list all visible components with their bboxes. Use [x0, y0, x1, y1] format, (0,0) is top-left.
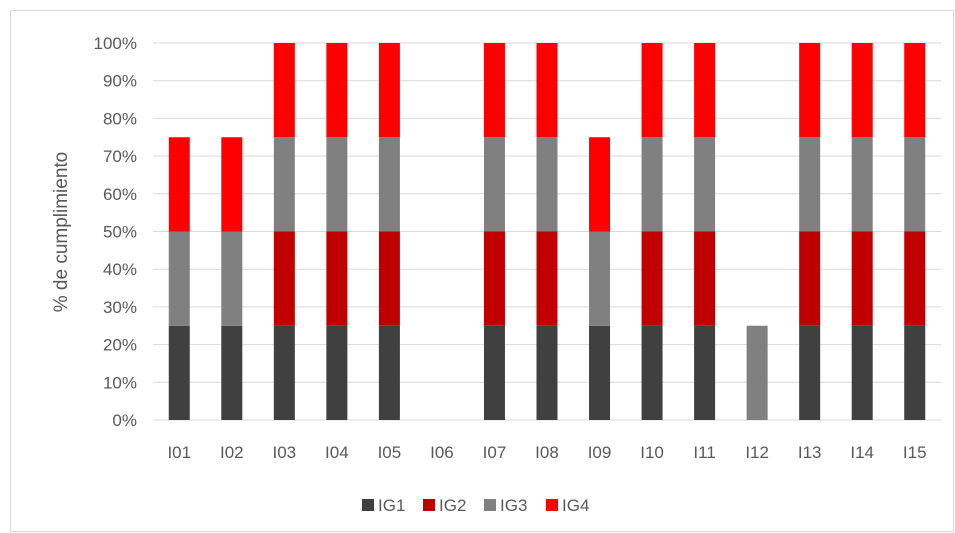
bar-segment-ig4: [589, 137, 611, 232]
y-axis-label: % de cumplimiento: [51, 152, 72, 313]
bar-segment-ig2: [483, 231, 505, 326]
bar-segment-ig4: [851, 43, 873, 138]
bar-segment-ig4: [378, 43, 400, 138]
y-tick-label: 40%: [103, 260, 137, 279]
bar-segment-ig1: [799, 325, 821, 420]
bar-segment-ig3: [799, 137, 821, 232]
legend-label-ig4: IG4: [562, 496, 589, 515]
bar-segment-ig4: [799, 43, 821, 138]
bar-segment-ig3: [904, 137, 926, 232]
bar-segment-ig3: [536, 137, 558, 232]
bar-segment-ig4: [483, 43, 505, 138]
bar-segment-ig2: [851, 231, 873, 326]
legend-swatch-ig4: [546, 499, 558, 511]
bar-segment-ig4: [168, 137, 190, 232]
bar-segment-ig2: [694, 231, 716, 326]
bar-segment-ig3: [641, 137, 663, 232]
bar-segment-ig3: [326, 137, 348, 232]
x-tick-label: I07: [483, 443, 507, 462]
bar-segment-ig1: [273, 325, 295, 420]
bar-segment-ig1: [378, 325, 400, 420]
x-tick-label: I13: [798, 443, 822, 462]
y-tick-label: 10%: [103, 373, 137, 392]
bar-segment-ig1: [694, 325, 716, 420]
x-tick-label: I06: [430, 443, 454, 462]
x-tick-label: I08: [535, 443, 559, 462]
y-axis-ticks: 0% 10% 20% 30% 40% 50% 60% 70% 80% 90% 100%: [94, 34, 137, 430]
legend-label-ig3: IG3: [500, 496, 527, 515]
bar-segment-ig1: [221, 325, 243, 420]
bar-segment-ig1: [641, 325, 663, 420]
bar-segment-ig2: [799, 231, 821, 326]
bar-segment-ig1: [326, 325, 348, 420]
bar-segment-ig3: [378, 137, 400, 232]
bar-segment-ig4: [641, 43, 663, 138]
y-tick-label: 20%: [103, 336, 137, 355]
bar-segment-ig3: [746, 325, 768, 420]
bar-segment-ig1: [536, 325, 558, 420]
x-tick-label: I11: [693, 443, 715, 462]
x-tick-label: I10: [640, 443, 664, 462]
bar-segment-ig4: [221, 137, 243, 232]
bar-segment-ig3: [483, 137, 505, 232]
legend-swatch-ig1: [362, 499, 374, 511]
x-tick-label: I01: [167, 443, 191, 462]
bar-segment-ig1: [589, 325, 611, 420]
x-tick-label: I03: [273, 443, 297, 462]
legend: IG1 IG2 IG3 IG4: [362, 496, 589, 515]
bar-segment-ig4: [904, 43, 926, 138]
legend-swatch-ig3: [484, 499, 496, 511]
bar-segment-ig3: [851, 137, 873, 232]
bar-segment-ig2: [326, 231, 348, 326]
bar-segment-ig1: [483, 325, 505, 420]
x-tick-label: I09: [588, 443, 612, 462]
legend-label-ig1: IG1: [378, 496, 405, 515]
bar-segment-ig2: [273, 231, 295, 326]
bar-segment-ig3: [168, 231, 190, 326]
bar-segment-ig1: [904, 325, 926, 420]
y-tick-label: 70%: [103, 147, 137, 166]
y-tick-label: 0%: [112, 411, 137, 430]
bar-segment-ig2: [641, 231, 663, 326]
legend-swatch-ig2: [423, 499, 435, 511]
bar-segment-ig4: [536, 43, 558, 138]
bar-segment-ig1: [851, 325, 873, 420]
chart-frame: [10, 10, 954, 532]
x-tick-label: I02: [220, 443, 244, 462]
legend-label-ig2: IG2: [439, 496, 466, 515]
bar-segment-ig2: [378, 231, 400, 326]
x-tick-label: I12: [745, 443, 769, 462]
bar-segment-ig2: [904, 231, 926, 326]
bar-segment-ig1: [168, 325, 190, 420]
bar-segment-ig3: [694, 137, 716, 232]
y-tick-label: 30%: [103, 298, 137, 317]
y-tick-label: 60%: [103, 185, 137, 204]
bar-segment-ig4: [694, 43, 716, 138]
x-tick-label: I14: [850, 443, 874, 462]
bar-segment-ig2: [536, 231, 558, 326]
x-tick-label: I05: [378, 443, 402, 462]
bars: [168, 43, 926, 420]
x-tick-label: I04: [325, 443, 349, 462]
x-tick-label: I15: [903, 443, 927, 462]
y-tick-label: 90%: [103, 72, 137, 91]
y-tick-label: 50%: [103, 223, 137, 242]
y-tick-label: 80%: [103, 109, 137, 128]
bar-segment-ig3: [221, 231, 243, 326]
y-tick-label: 100%: [94, 34, 137, 53]
bar-segment-ig4: [326, 43, 348, 138]
bar-segment-ig3: [589, 231, 611, 326]
x-axis-ticks: I01 I02 I03 I04 I05 I06 I07 I08 I09 I10 I11 I12 I13 I…: [167, 443, 926, 462]
bar-segment-ig4: [273, 43, 295, 138]
bar-segment-ig3: [273, 137, 295, 232]
